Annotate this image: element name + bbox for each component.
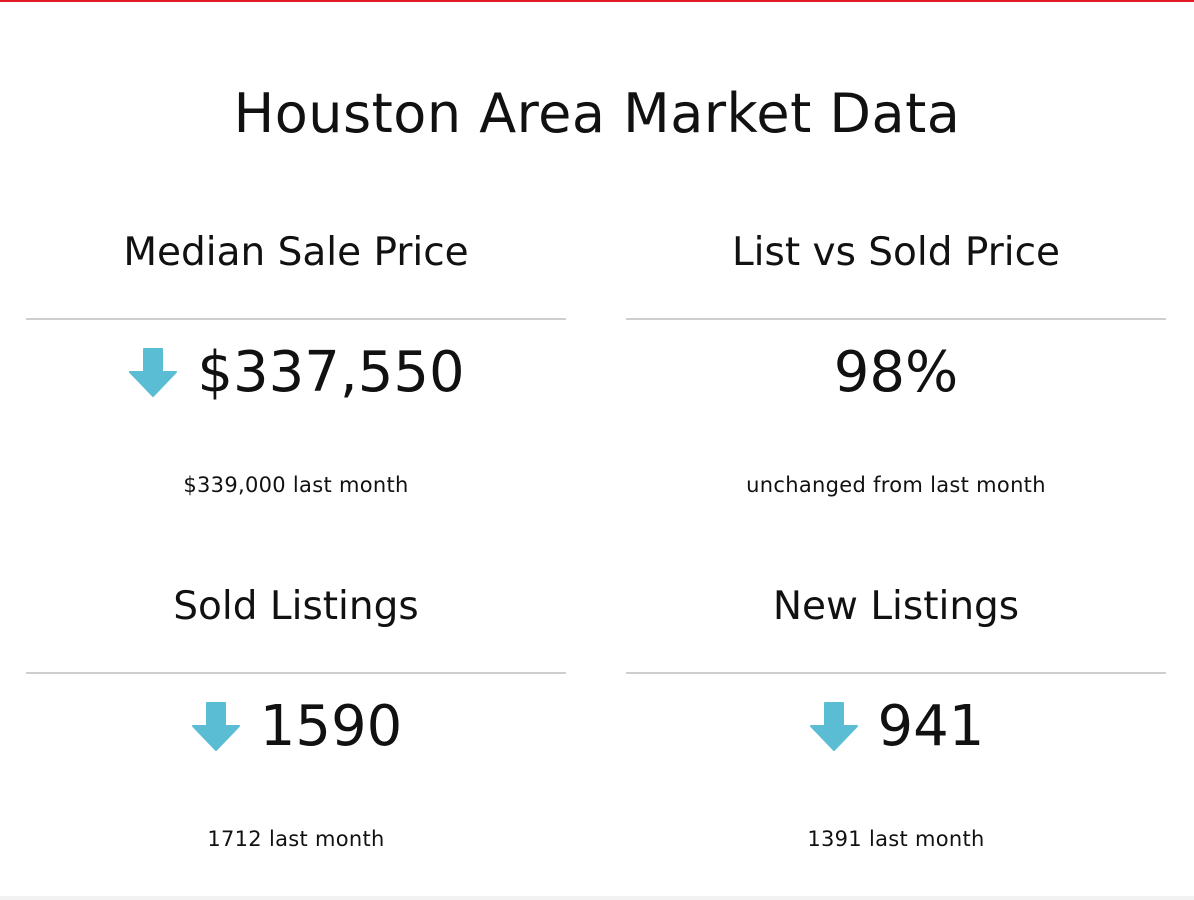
metric-value-row: $337,550: [26, 338, 566, 408]
card-title: Sold Listings: [173, 584, 419, 629]
comparison-text: unchanged from last month: [746, 473, 1046, 497]
metric-card-sold-listings: Sold Listings 1590 1712 last month: [26, 576, 566, 896]
metric-value-row: 98%: [626, 338, 1166, 408]
card-title: Median Sale Price: [123, 230, 469, 275]
metric-value-row: 941: [626, 692, 1166, 762]
arrow-down-icon: [808, 702, 860, 752]
card-divider: [26, 318, 566, 320]
metric-value-row: 1590: [26, 692, 566, 762]
comparison-text: 1391 last month: [807, 827, 985, 851]
metric-value: 1590: [259, 694, 403, 759]
comparison-text: 1712 last month: [207, 827, 385, 851]
arrow-down-icon: [190, 702, 242, 752]
metric-value: 941: [877, 694, 985, 759]
arrow-down-icon: [127, 348, 179, 398]
card-divider: [26, 672, 566, 674]
top-accent-bar: [0, 0, 1194, 2]
card-divider: [626, 672, 1166, 674]
metric-value: $337,550: [197, 340, 465, 405]
card-title: List vs Sold Price: [731, 230, 1061, 275]
page-title: Houston Area Market Data: [233, 82, 961, 145]
card-title: New Listings: [772, 584, 1020, 629]
metric-card-list-vs-sold-price: List vs Sold Price 98% unchanged from la…: [626, 222, 1166, 542]
comparison-text: $339,000 last month: [183, 473, 409, 497]
card-divider: [626, 318, 1166, 320]
bottom-strip: [0, 896, 1194, 900]
metric-card-new-listings: New Listings 941 1391 last month: [626, 576, 1166, 896]
metric-card-median-sale-price: Median Sale Price $337,550 $339,000 last…: [26, 222, 566, 542]
metric-value: 98%: [833, 340, 959, 405]
